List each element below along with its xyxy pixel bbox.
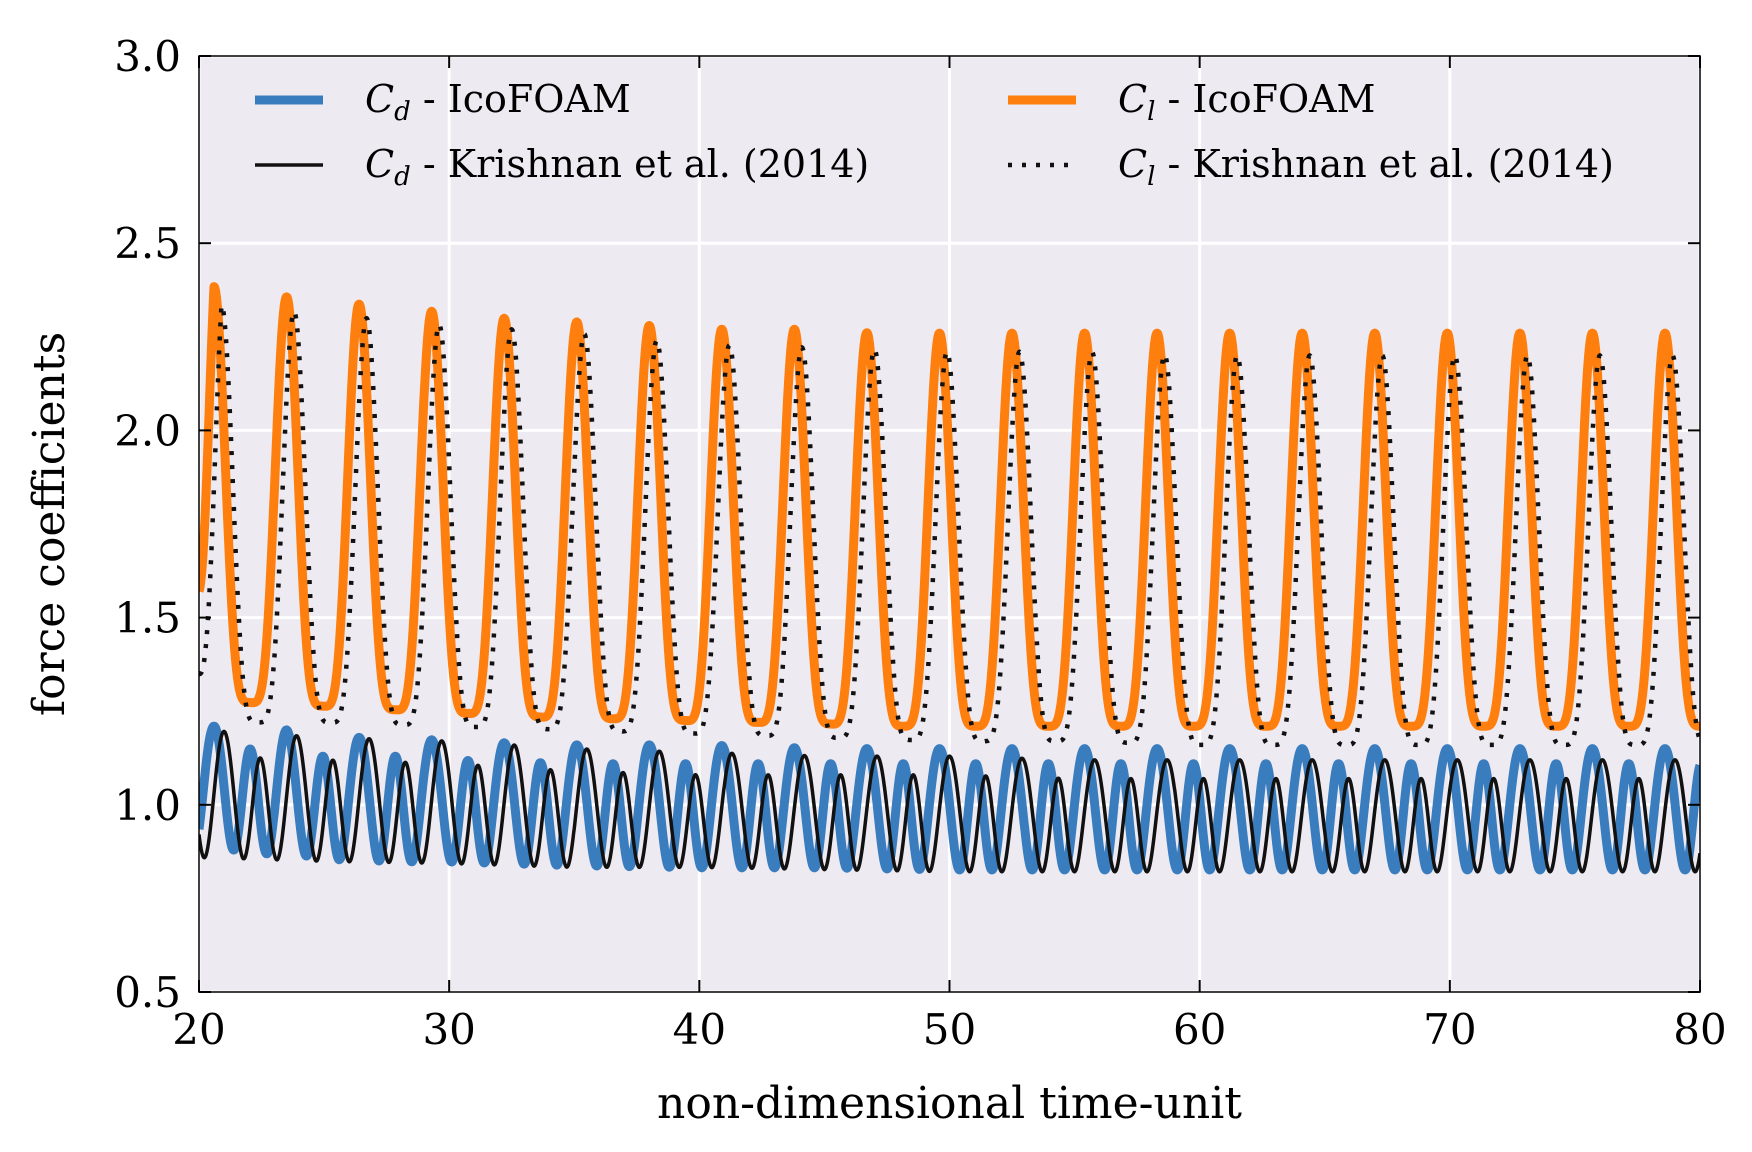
series-group bbox=[199, 282, 1700, 875]
x-tick-label: 60 bbox=[1173, 1005, 1226, 1054]
y-axis-label: force coefficients bbox=[24, 332, 75, 716]
legend-entry: Cd - Krishnan et al. (2014) bbox=[365, 142, 869, 192]
x-tick-label: 70 bbox=[1423, 1005, 1476, 1054]
y-tick-label: 1.0 bbox=[114, 781, 181, 830]
y-tick-label: 2.0 bbox=[114, 406, 181, 455]
legend: Cd - IcoFOAM Cd - Krishnan et al. (2014) C… bbox=[255, 77, 1614, 192]
x-tick-label: 50 bbox=[923, 1005, 976, 1054]
y-tick-label: 2.5 bbox=[114, 219, 181, 268]
x-tick-label: 20 bbox=[172, 1005, 225, 1054]
legend-entry: Cl - IcoFOAM bbox=[1118, 77, 1375, 127]
x-tick-label: 40 bbox=[673, 1005, 726, 1054]
series-line-2 bbox=[199, 729, 1700, 874]
ticks: 20 30 40 50 60 70 80 0.5 1.0 1.5 2.0 2.5 3.0 bbox=[114, 32, 1727, 1054]
legend-entry: Cl - Krishnan et al. (2014) bbox=[1118, 142, 1614, 192]
series-line-1 bbox=[199, 721, 1700, 875]
x-axis-label: non-dimensional time-unit bbox=[657, 1078, 1242, 1129]
y-tick-label: 1.5 bbox=[114, 594, 181, 643]
series-line-4 bbox=[199, 302, 1700, 748]
legend-entry: Cd - IcoFOAM bbox=[365, 77, 631, 127]
y-tick-label: 0.5 bbox=[114, 968, 181, 1017]
x-tick-label: 30 bbox=[422, 1005, 475, 1054]
y-tick-label: 3.0 bbox=[114, 32, 181, 81]
series-line-3 bbox=[199, 282, 1700, 731]
x-tick-label: 80 bbox=[1673, 1005, 1726, 1054]
